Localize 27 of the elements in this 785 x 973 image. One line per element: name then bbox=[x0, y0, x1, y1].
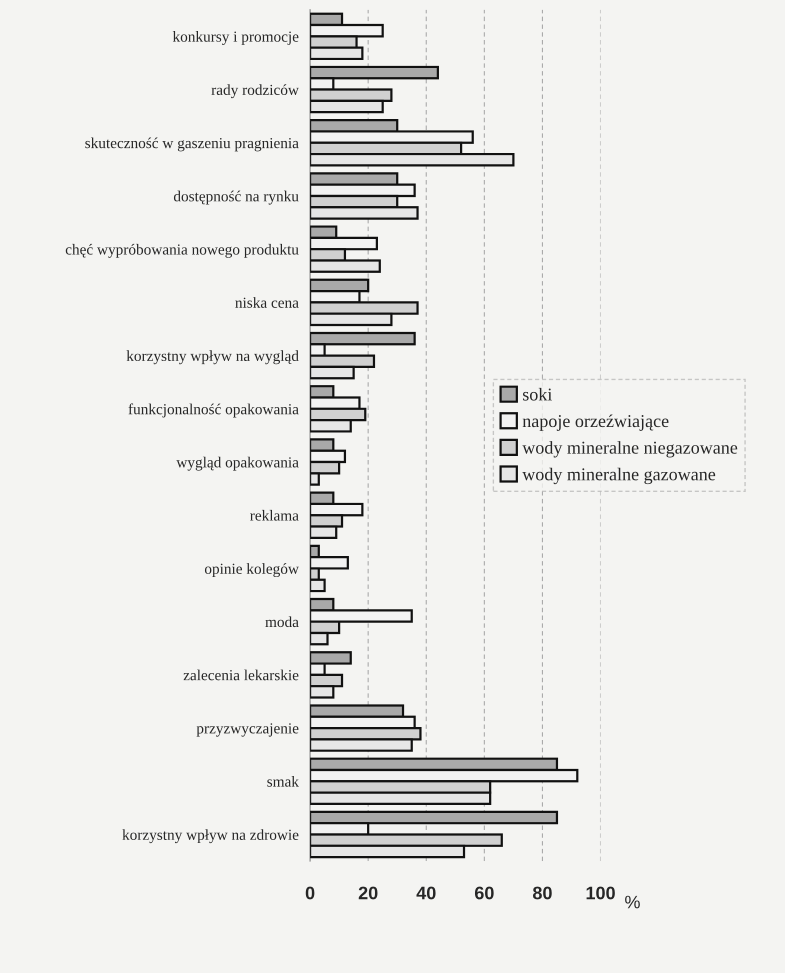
x-tick-label: 0 bbox=[306, 886, 314, 900]
y-tick-label: korzystny wpływ na wygląd bbox=[126, 350, 299, 364]
y-tick-label: rady rodziców bbox=[211, 84, 299, 98]
y-tick-label: opinie kolegów bbox=[204, 563, 299, 578]
y-tick-label: niska cena bbox=[235, 297, 299, 308]
y-tick-label: przyzwyczajenie bbox=[196, 723, 298, 737]
legend-label: napoje orzeźwiające bbox=[522, 414, 668, 431]
legend-label: wody mineralne gazowane bbox=[522, 468, 716, 484]
y-tick-label: korzystny wpływ na zdrowie bbox=[122, 829, 298, 844]
legend-label: soki bbox=[523, 388, 552, 401]
x-axis-title: % bbox=[625, 896, 640, 908]
y-tick-label: reklama bbox=[250, 510, 299, 521]
y-tick-label: funkcjonalność opakowania bbox=[128, 403, 299, 418]
x-tick-label: 20 bbox=[358, 886, 378, 900]
x-tick-label: 60 bbox=[474, 886, 494, 900]
y-tick-label: wygląd opakowania bbox=[176, 456, 299, 471]
y-tick-label: moda bbox=[265, 616, 299, 628]
y-tick-label: zalecenia lekarskie bbox=[184, 670, 298, 680]
y-tick-label: smak bbox=[267, 776, 299, 787]
legend-label: wody mineralne niegazowane bbox=[522, 441, 738, 458]
x-tick-label: 100 bbox=[586, 886, 615, 900]
y-tick-label: konkursy i promocje bbox=[172, 31, 298, 45]
x-tick-label: 40 bbox=[416, 886, 436, 900]
y-tick-label: skuteczność w gaszeniu pragnienia bbox=[85, 137, 299, 152]
y-tick-label: chęć wypróbowania nowego produktu bbox=[66, 244, 299, 258]
x-tick-label: 80 bbox=[532, 886, 552, 900]
y-tick-label: dostępność na rynku bbox=[174, 190, 299, 205]
